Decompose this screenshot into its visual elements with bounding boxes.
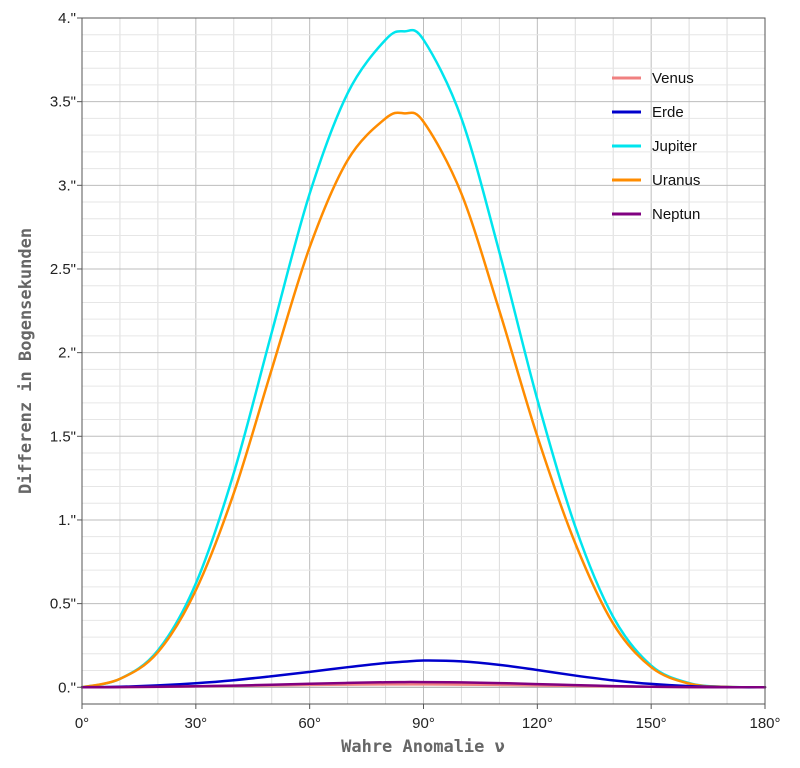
y-tick-label: 2.5"	[50, 261, 76, 278]
legend-label-uranus: Uranus	[652, 172, 700, 189]
series-group	[80, 28, 767, 689]
x-tick-label: 90°	[412, 715, 435, 732]
series-line-uranus	[80, 111, 767, 689]
x-axis-title: Wahre Anomalie ν	[341, 737, 505, 757]
x-axis-ticks: 0° 30° 60° 90° 120° 150° 180°	[75, 704, 781, 732]
x-tick-label: 60°	[298, 715, 321, 732]
y-axis-ticks: 0." 0.5" 1." 1.5" 2." 2.5" 3." 3.5" 4."	[50, 10, 82, 696]
y-tick-label: 1.5"	[50, 428, 76, 445]
legend-label-venus: Venus	[652, 70, 694, 87]
x-tick-label: 150°	[636, 715, 667, 732]
y-tick-label: 2."	[58, 345, 76, 362]
y-tick-label: 4."	[58, 10, 76, 27]
y-tick-label: 1."	[58, 512, 76, 529]
legend-label-neptun: Neptun	[652, 206, 700, 223]
series-line-jupiter	[80, 28, 767, 689]
x-tick-label: 120°	[522, 715, 553, 732]
y-tick-label: 0.5"	[50, 596, 76, 613]
y-tick-label: 0."	[58, 679, 76, 696]
series-line-neptun	[80, 680, 767, 689]
legend-label-jupiter: Jupiter	[652, 138, 697, 155]
x-tick-label: 0°	[75, 715, 89, 732]
x-tick-label: 180°	[749, 715, 780, 732]
legend: Venus Erde Jupiter Uranus Neptun	[612, 70, 700, 223]
grid	[82, 18, 765, 704]
legend-label-erde: Erde	[652, 104, 684, 121]
x-tick-label: 30°	[184, 715, 207, 732]
y-tick-label: 3.5"	[50, 94, 76, 111]
y-axis-title: Differenz in Bogensekunden	[16, 228, 36, 494]
series-line-erde	[80, 659, 767, 689]
y-tick-label: 3."	[58, 177, 76, 194]
